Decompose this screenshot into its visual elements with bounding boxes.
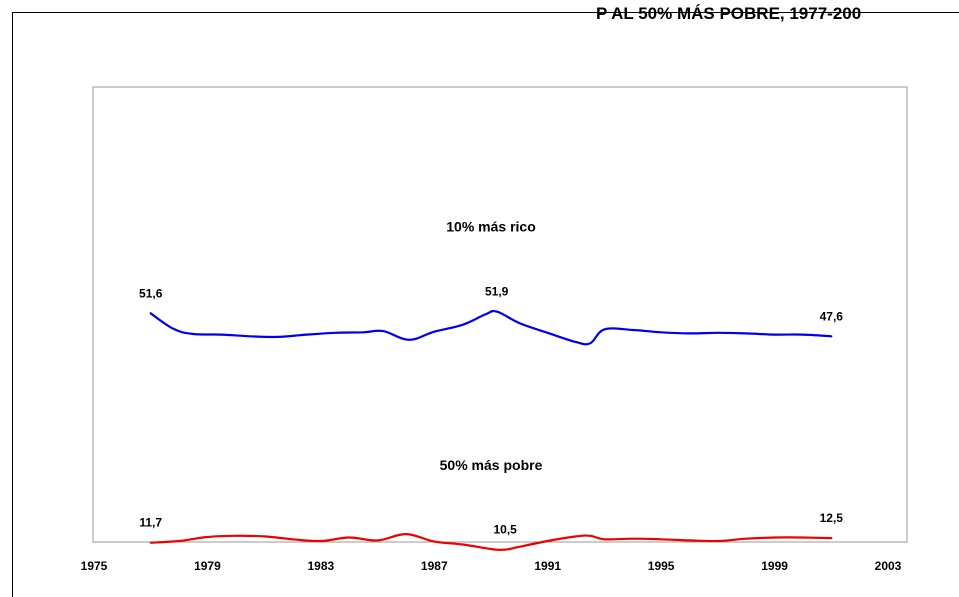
chart-frame: P AL 50% MÁS POBRE, 1977-200 (12, 4, 959, 597)
x-tick-label: 1979 (194, 559, 221, 573)
series-line-top10 (149, 309, 833, 346)
x-tick-label: 1983 (308, 559, 335, 573)
series-line-bottom50 (149, 532, 833, 551)
data-label: 12,5 (820, 511, 844, 525)
series-name-label: 10% más rico (446, 219, 536, 235)
data-label: 11,7 (139, 516, 162, 530)
data-label: 47,6 (820, 309, 844, 323)
chart-title: P AL 50% MÁS POBRE, 1977-200 (596, 4, 862, 23)
data-label: 51,6 (139, 286, 163, 300)
x-tick-label: 1987 (421, 559, 448, 573)
x-tick-label: 1975 (81, 559, 108, 573)
x-axis-ticks: 1975 1979 1983 1987 1991 1995 1999 2003 (81, 559, 902, 573)
x-tick-label: 1999 (761, 559, 788, 573)
x-tick-label: 2003 (875, 559, 902, 573)
plot-area (92, 86, 908, 543)
x-tick-label: 1995 (648, 559, 675, 573)
series-names: 10% más rico 50% más pobre (440, 219, 543, 474)
x-tick-label: 1991 (534, 559, 561, 573)
data-label: 10,5 (493, 523, 517, 537)
series-name-label: 50% más pobre (440, 457, 543, 473)
data-label: 51,9 (485, 285, 509, 299)
series-lines (149, 309, 833, 551)
data-labels: 51,6 51,9 47,6 11,7 10,5 12,5 (139, 285, 843, 537)
